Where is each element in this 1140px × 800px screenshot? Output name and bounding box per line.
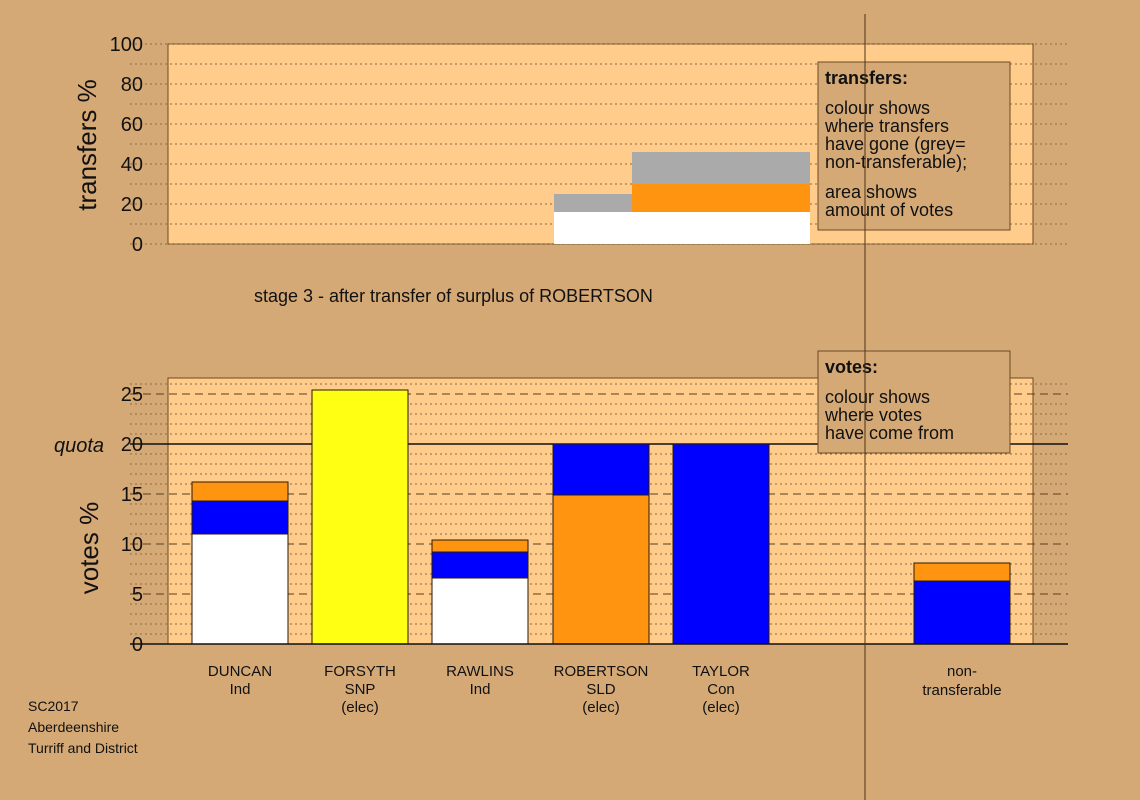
transfers-legend-line: where transfers xyxy=(824,116,949,136)
candidate-name: RAWLINS xyxy=(446,663,514,680)
bar-segment xyxy=(553,444,649,495)
candidate-name: DUNCAN xyxy=(208,663,272,680)
bar-segment xyxy=(914,581,1010,644)
nontransferable-label: transferable xyxy=(922,682,1001,699)
stv-chart: 020406080100 transfers % transfers: colo… xyxy=(0,0,1140,800)
votes-legend: votes: colour shows where votes have com… xyxy=(818,351,1010,453)
candidate-party: SNP xyxy=(345,681,376,698)
candidate-name: TAYLOR xyxy=(692,663,750,680)
transfers-legend-line: have gone (grey= xyxy=(825,134,966,154)
candidate-party: Con xyxy=(707,681,735,698)
bar-rawlins xyxy=(432,540,528,644)
candidate-party: Ind xyxy=(470,681,491,698)
bar-robertson xyxy=(553,444,649,644)
y-tick-label: 0 xyxy=(132,634,143,656)
transfers-legend-line: non-transferable); xyxy=(825,152,967,172)
transfer-block xyxy=(632,152,810,184)
footer-election: SC2017 xyxy=(28,698,79,714)
candidate-party: SLD xyxy=(586,681,615,698)
votes-legend-line: colour shows xyxy=(825,387,930,407)
y-tick-label: 0 xyxy=(132,234,143,256)
quota-label: quota xyxy=(54,435,104,457)
transfers-chart: 0 20 40 60 80 100 transfers % transfers: colo… xyxy=(72,34,1068,256)
candidate-status: (elec) xyxy=(341,699,379,716)
y-tick-label: 25 xyxy=(121,384,143,406)
votes-y-ticks: 0 5 10 15 20 25 xyxy=(121,384,143,656)
bar-segment xyxy=(312,390,408,644)
candidate-status: (elec) xyxy=(702,699,740,716)
bar-segment xyxy=(432,552,528,578)
y-tick-label: 100 xyxy=(110,34,143,56)
bar-segment xyxy=(192,534,288,644)
candidate-name: ROBERTSON xyxy=(554,663,649,680)
y-tick-label: 60 xyxy=(121,114,143,136)
votes-legend-title: votes: xyxy=(825,357,878,377)
bar-segment xyxy=(192,482,288,501)
transfer-block xyxy=(632,184,810,212)
y-tick-label: 5 xyxy=(132,584,143,606)
transfers-y-axis-title: transfers % xyxy=(72,79,102,211)
y-tick-label: 20 xyxy=(121,194,143,216)
transfers-y-ticks: 0 20 40 60 80 100 xyxy=(110,34,143,256)
bar-segment xyxy=(432,578,528,644)
bar-segment xyxy=(432,540,528,552)
transfers-legend-line: amount of votes xyxy=(825,200,953,220)
y-tick-label: 20 xyxy=(121,434,143,456)
y-tick-label: 10 xyxy=(121,534,143,556)
candidate-status: (elec) xyxy=(582,699,620,716)
candidate-party: Ind xyxy=(230,681,251,698)
votes-legend-line: have come from xyxy=(825,423,954,443)
y-tick-label: 80 xyxy=(121,74,143,96)
stage-caption: stage 3 - after transfer of surplus of R… xyxy=(254,286,653,306)
transfers-legend: transfers: colour shows where transfers … xyxy=(818,62,1010,230)
y-tick-label: 40 xyxy=(121,154,143,176)
transfer-block xyxy=(554,212,810,244)
candidate-labels: DUNCANIndFORSYTHSNP(elec)RAWLINSIndROBER… xyxy=(208,663,750,716)
nontransferable-label: non- xyxy=(947,663,977,680)
bar-segment xyxy=(914,563,1010,581)
bar-segment xyxy=(673,444,769,644)
votes-y-axis-title: votes % xyxy=(74,502,104,595)
bar-forsyth xyxy=(312,390,408,644)
footer-ward: Turriff and District xyxy=(28,740,138,756)
bar-segment xyxy=(553,495,649,644)
bar-taylor xyxy=(673,444,769,644)
candidate-name: FORSYTH xyxy=(324,663,396,680)
bar-non-transferable xyxy=(914,563,1010,644)
bar-segment xyxy=(192,501,288,534)
transfers-legend-line: colour shows xyxy=(825,98,930,118)
votes-legend-line: where votes xyxy=(824,405,922,425)
transfers-legend-line: area shows xyxy=(825,182,917,202)
footer-council: Aberdeenshire xyxy=(28,719,119,735)
bar-duncan xyxy=(192,482,288,644)
y-tick-label: 15 xyxy=(121,484,143,506)
votes-chart: 0 5 10 15 20 25 quota votes % votes: colour s… xyxy=(54,351,1068,656)
transfers-legend-title: transfers: xyxy=(825,68,908,88)
